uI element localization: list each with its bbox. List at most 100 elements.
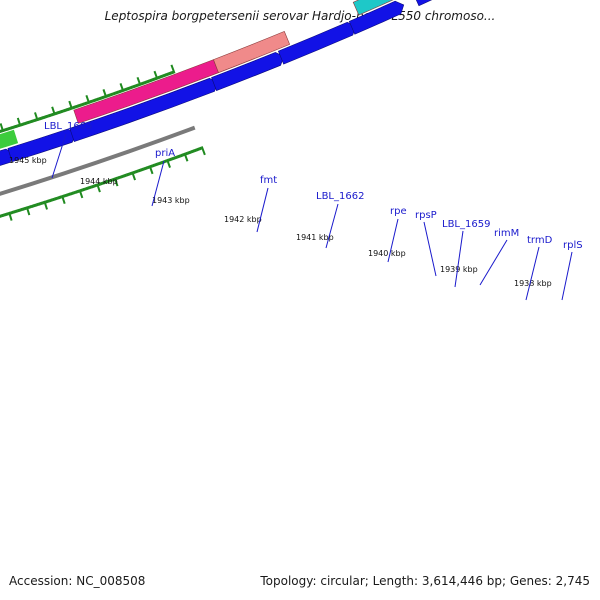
minor-tick [135,83,139,88]
minor-tick [159,161,162,165]
minor-tick [136,83,140,87]
minor-tick [30,204,34,208]
kbp-label: 1943 kbp [152,196,190,205]
minor-tick [199,146,202,151]
forward-strand-track [0,0,394,149]
minor-tick [165,72,169,77]
minor-tick [69,191,73,196]
kbp-label: 1945 kbp [9,156,47,165]
minor-tick [162,73,166,78]
minor-tick [87,186,91,190]
major-tick [34,112,39,122]
minor-tick [65,108,68,112]
minor-tick [59,195,63,199]
minor-tick [153,163,157,167]
minor-tick [181,153,185,157]
gene-reverse-3 [211,52,285,91]
gene-label: LBL_1659 [442,219,490,230]
kbp-label: 1938 kbp [514,279,552,288]
minor-tick [197,147,201,151]
minor-tick [22,122,25,126]
minor-tick [51,112,55,117]
gene-label: rplS [563,240,583,251]
major-tick [68,100,74,110]
minor-tick [39,201,43,206]
minor-tick [104,180,108,184]
major-tick [136,76,142,87]
minor-tick [164,159,168,163]
minor-tick [89,100,92,104]
gene-label-leader [423,221,437,277]
gene-label-leader [51,133,67,179]
major-tick [96,183,101,193]
minor-tick [127,172,131,176]
minor-tick [186,151,190,155]
minor-tick [174,155,178,160]
minor-tick [122,174,126,178]
minor-tick [34,118,38,122]
minor-tick [71,191,75,195]
major-tick [78,189,84,199]
minor-tick [99,182,103,186]
minor-tick [118,89,122,94]
minor-tick [49,113,53,117]
gene-pria [73,59,219,124]
minor-tick [118,175,122,179]
gene-label-leader [479,239,508,286]
minor-tick [32,118,36,123]
minor-tick [89,185,92,190]
minor-tick [41,201,45,205]
inner-tick-track [0,146,206,221]
minor-tick [46,114,50,118]
minor-tick [13,210,17,214]
minor-tick [193,148,197,153]
minor-tick [148,78,152,83]
major-tick [166,158,171,168]
minor-tick [38,202,41,206]
minor-tick [97,97,101,101]
minor-tick [36,202,40,207]
minor-tick [83,101,87,106]
minor-tick [80,102,84,107]
minor-tick [50,198,54,202]
minor-tick [152,77,156,82]
minor-tick [150,78,154,82]
minor-tick [85,186,89,191]
minor-tick [111,92,115,96]
minor-tick [188,150,192,155]
minor-tick [61,109,65,113]
minor-tick [63,108,67,113]
minor-tick [10,126,13,130]
gene-label: rpsP [415,210,437,221]
gene-edge-forward [0,129,19,149]
minor-tick [150,164,154,168]
minor-tick [16,123,20,128]
gene-label: LBL_1662 [316,191,364,202]
minor-tick [57,196,61,200]
minor-tick [114,91,118,95]
minor-tick [132,170,136,175]
minor-tick [53,197,57,201]
minor-tick [52,197,55,202]
gene-reverse-2 [69,77,219,142]
minor-tick [130,85,133,90]
major-tick [85,94,91,105]
minor-tick [117,176,121,180]
major-tick [183,152,189,162]
major-tick [0,123,5,133]
minor-tick [145,80,149,84]
minor-tick [11,210,15,215]
minor-tick [90,184,94,189]
gene-label: fmt [260,175,277,186]
minor-tick [129,171,133,176]
minor-tick [85,101,89,105]
gene-label-leader [151,160,165,207]
minor-tick [73,105,77,109]
minor-tick [15,209,18,213]
minor-tick [108,179,112,183]
outer-tick-track [0,64,176,134]
gene-label: priA [155,148,175,159]
minor-tick [107,93,111,98]
